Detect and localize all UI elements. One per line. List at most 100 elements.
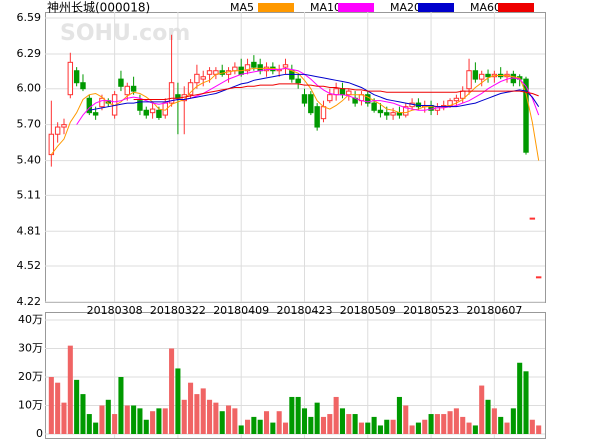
x-tick-label: 20180409 (213, 304, 269, 317)
ma-line (76, 67, 540, 125)
chart-title: 神州长城(000018) (47, 1, 150, 15)
candle-body (257, 64, 263, 72)
volume-bar (320, 416, 327, 434)
candle-body (535, 276, 542, 279)
candle-body (143, 109, 149, 116)
volume-bar (504, 422, 510, 434)
volume-bar (55, 382, 61, 434)
volume-bar (415, 422, 421, 434)
candle-body (472, 70, 479, 80)
volume-bar (263, 411, 270, 434)
volume-bar (460, 416, 466, 434)
y-tick-label: 5.40 (17, 154, 42, 167)
candle-body (403, 106, 409, 116)
volume-bar (99, 405, 105, 434)
volume-bar (257, 419, 263, 434)
volume-bar (441, 414, 447, 434)
candle-body (86, 97, 93, 114)
volume-bar (289, 396, 295, 434)
watermark: SOHU.com (60, 21, 190, 46)
volume-bar (124, 405, 130, 434)
y-tick-label: 5.70 (17, 118, 42, 131)
volume-bar (479, 385, 485, 434)
volume-bar (365, 422, 371, 434)
legend-swatch (338, 3, 374, 12)
volume-tick-label: 10万 (18, 399, 43, 412)
candle-body (80, 82, 86, 90)
volume-bar (314, 402, 320, 434)
volume-bar (238, 425, 244, 434)
volume-frame (45, 312, 546, 439)
candle-body (384, 112, 390, 116)
volume-bar (162, 408, 168, 434)
candle-body (73, 70, 80, 84)
candle-body (308, 94, 314, 114)
candle-body (194, 73, 200, 84)
candle-body (168, 82, 175, 104)
volume-bar (245, 419, 251, 434)
volume-bar (137, 408, 143, 434)
volume-bar (536, 425, 542, 434)
volume-bar (61, 402, 67, 434)
candle-body (327, 94, 333, 102)
volume-bar (447, 411, 453, 434)
legend-label: MA60 (470, 1, 501, 14)
volume-bar (409, 425, 415, 434)
volume-bar (194, 394, 200, 434)
volume-bar (491, 408, 497, 434)
candle-body (466, 70, 472, 90)
candle-body (453, 97, 460, 102)
volume-bar (339, 408, 345, 434)
x-tick-label: 20180509 (340, 304, 396, 317)
volume-bar (517, 362, 523, 434)
y-tick-label: 4.81 (17, 224, 42, 237)
volume-bar (346, 414, 352, 434)
candle-body (187, 82, 194, 96)
x-tick-label: 20180423 (276, 304, 332, 317)
volume-bar (143, 419, 149, 434)
volume-bar (510, 408, 516, 434)
volume-tick-label: 0 (36, 427, 43, 440)
volume-bar (156, 408, 162, 434)
volume-bar (213, 402, 219, 434)
volume-bar (422, 419, 428, 434)
candle-body (200, 76, 206, 80)
candle-body (460, 90, 466, 99)
legend-label: MA5 (230, 1, 254, 14)
volume-bar (428, 414, 434, 434)
candle-body (301, 94, 308, 104)
volume-bar (181, 399, 187, 434)
legend-label: MA10 (310, 1, 341, 14)
volume-bar (207, 399, 213, 434)
x-tick-label: 20180308 (87, 304, 143, 317)
candle-body (124, 85, 130, 96)
volume-bar (403, 405, 409, 434)
volume-bar (466, 422, 472, 434)
y-tick-label: 5.11 (17, 188, 42, 201)
volume-bar (48, 377, 54, 434)
candle-body (282, 64, 289, 68)
candle-body (232, 66, 238, 72)
volume-tick-label: 30万 (18, 342, 43, 355)
volume-bar (150, 411, 156, 434)
volume-bar (295, 396, 301, 434)
volume-bar (333, 396, 339, 434)
candle-body (523, 78, 529, 153)
y-tick-label: 6.29 (17, 47, 42, 60)
x-tick-label: 20180322 (150, 304, 206, 317)
candle-body (289, 70, 295, 80)
volume-bar (74, 379, 80, 434)
volume-bar (80, 394, 86, 434)
volume-bar (93, 422, 99, 434)
candle-body (137, 100, 143, 111)
volume-tick-label: 40万 (18, 313, 43, 326)
volume-bar (270, 422, 276, 434)
volume-bar (396, 396, 402, 434)
candle-body (156, 109, 162, 118)
candle-body (333, 88, 339, 96)
y-tick-label: 4.52 (17, 259, 42, 272)
volume-bar (67, 345, 73, 434)
legend-label: MA20 (390, 1, 421, 14)
